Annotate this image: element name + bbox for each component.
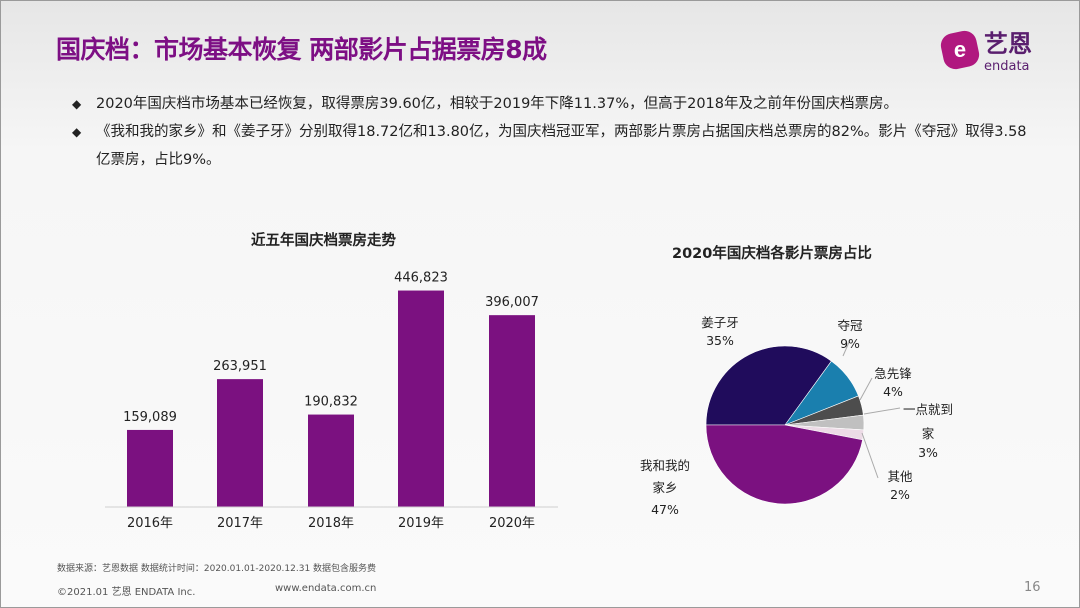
pie-label: 其他 <box>887 469 913 484</box>
bar-data-label: 446,823 <box>394 271 448 286</box>
slide-title: 国庆档：市场基本恢复 两部影片占据票房8成 <box>56 35 547 64</box>
x-tick-label: 2018年 <box>308 516 354 531</box>
bar <box>308 414 354 507</box>
logo-cn: 艺恩 <box>984 30 1032 58</box>
bar <box>398 290 444 507</box>
pie-pct-label: 47% <box>651 502 679 517</box>
leader-line <box>842 339 851 357</box>
bar <box>217 379 263 507</box>
bar-data-label: 263,951 <box>213 359 267 374</box>
pie-pct-label: 4% <box>883 384 903 399</box>
leader-line <box>861 432 879 479</box>
pie-label: 夺冠 <box>837 318 863 333</box>
pie-label: 急先锋 <box>874 366 912 381</box>
x-tick-label: 2017年 <box>217 516 263 531</box>
x-tick-label: 2020年 <box>489 516 535 531</box>
bullet-text: 2020年国庆档市场基本已经恢复，取得票房39.60亿，相较于2019年下降11… <box>96 96 898 112</box>
website-link[interactable]: www.endata.com.cn <box>275 583 377 594</box>
pie-pct-label: 9% <box>840 336 860 351</box>
bullet-item: ◆ 2020年国庆档市场基本已经恢复，取得票房39.60亿，相较于2019年下降1… <box>72 90 1032 118</box>
bar <box>127 429 173 507</box>
bullet-text: 《我和我的家乡》和《姜子牙》分别取得18.72亿和13.80亿，为国庆档冠亚军，… <box>96 124 1027 168</box>
bar-data-label: 190,832 <box>304 395 358 410</box>
svg-text:e: e <box>954 37 966 62</box>
copyright: ©2021.01 艺恩 ENDATA Inc. <box>57 587 196 598</box>
page-number: 16 <box>1024 580 1041 595</box>
endata-logo: e 艺恩 endata <box>940 30 1032 74</box>
logo-en: endata <box>984 59 1030 74</box>
bar <box>489 315 535 507</box>
pie-pct-label: 35% <box>706 333 734 348</box>
pie-chart-title: 2020年国庆档各影片票房占比 <box>672 246 872 262</box>
leader-line <box>859 377 873 401</box>
pie-pct-label: 3% <box>918 445 938 460</box>
pie-slice <box>705 345 832 426</box>
x-tick-label: 2019年 <box>398 516 444 531</box>
diamond-icon: ◆ <box>72 97 82 111</box>
pie-pct-label: 2% <box>890 487 910 502</box>
pie-slice <box>705 424 863 505</box>
x-tick-label: 2016年 <box>127 516 173 531</box>
pie-label: 姜子牙 <box>701 315 739 330</box>
bar-data-label: 159,089 <box>123 410 177 425</box>
data-source: 数据来源：艺恩数据 数据统计时间：2020.01.01-2020.12.31 数… <box>57 564 377 574</box>
bar-data-label: 396,007 <box>485 295 539 310</box>
bullet-list: ◆ 2020年国庆档市场基本已经恢复，取得票房39.60亿，相较于2019年下降1… <box>72 90 1032 174</box>
bar-chart-title: 近五年国庆档票房走势 <box>251 233 396 249</box>
pie-label: 我和我的 <box>640 458 690 473</box>
bullet-item: ◆ 《我和我的家乡》和《姜子牙》分别取得18.72亿和13.80亿，为国庆档冠亚军… <box>72 118 1032 174</box>
pie-label: 家乡 <box>652 480 677 495</box>
pie-label: 一点就到家 <box>902 402 953 441</box>
diamond-icon: ◆ <box>72 125 82 139</box>
leader-line <box>863 407 901 415</box>
